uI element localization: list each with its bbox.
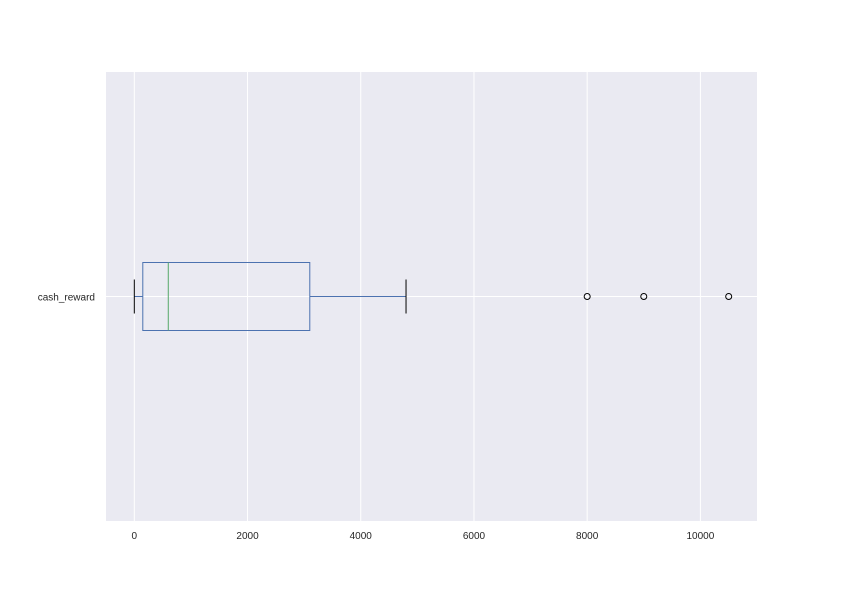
box-series [133,262,733,331]
outlier-point [725,293,733,300]
x-tick-label: 0 [132,531,138,542]
y-axis-labels: cash_reward [38,293,95,304]
outlier-point [640,293,648,300]
outlier-point [583,293,591,300]
iqr-box [142,262,311,331]
x-tick-label: 2000 [236,531,259,542]
x-tick-label: 6000 [463,531,486,542]
y-tick-label: cash_reward [38,293,95,304]
x-tick-label: 8000 [576,531,599,542]
x-tick-label: 4000 [350,531,373,542]
x-axis-ticks: 0 2000 4000 6000 8000 10000 [132,531,715,542]
x-tick-label: 10000 [686,531,714,542]
